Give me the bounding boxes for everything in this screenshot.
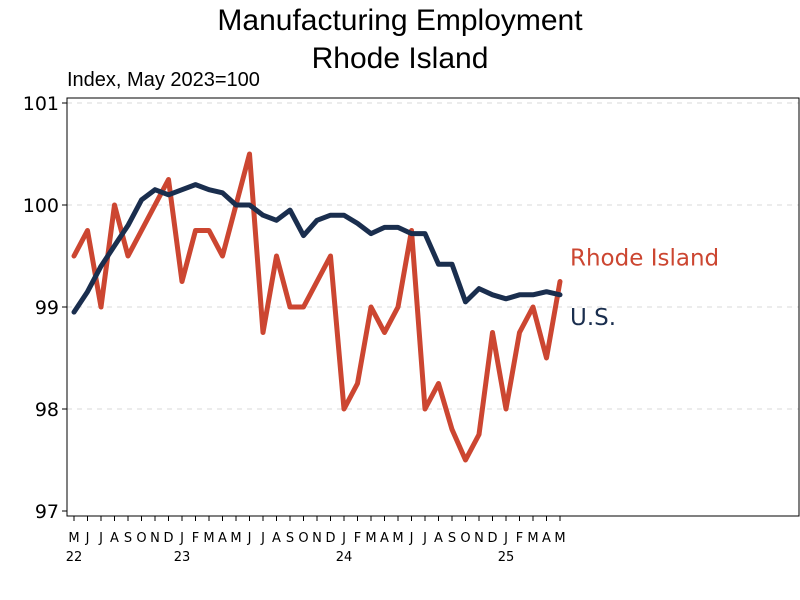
- y-tick-label: 99: [35, 297, 59, 319]
- y-tick-label: 98: [35, 399, 59, 421]
- series-label: Rhode Island: [570, 246, 719, 272]
- x-tick-label: J: [85, 531, 90, 546]
- series-line-u-s: [71, 182, 563, 315]
- x-tick-label: M: [365, 531, 376, 546]
- x-tick-label: S: [286, 531, 294, 546]
- x-tick-label: J: [179, 531, 184, 546]
- chart-title: Manufacturing Employment: [217, 4, 583, 37]
- y-axis-ticks: 97 98 99 100 101: [23, 93, 67, 523]
- x-tick-label: N: [474, 531, 484, 546]
- x-tick-label: O: [136, 531, 146, 546]
- x-tick-label: A: [272, 531, 281, 546]
- series-lines: [71, 151, 563, 463]
- series-label: U.S.: [570, 305, 616, 331]
- x-tick-label: J: [247, 531, 252, 546]
- y-tick-label: 100: [23, 195, 59, 217]
- x-tick-label: O: [460, 531, 470, 546]
- grid-lines: [67, 102, 799, 410]
- x-tick-label: F: [192, 531, 199, 546]
- x-tick-label: D: [163, 531, 173, 546]
- x-tick-label: M: [392, 531, 403, 546]
- x-tick-label: J: [98, 531, 103, 546]
- x-tick-label: M: [554, 531, 565, 546]
- x-year-label: 23: [174, 550, 191, 565]
- x-tick-label: D: [487, 531, 497, 546]
- x-tick-label: S: [124, 531, 132, 546]
- x-tick-label: N: [150, 531, 160, 546]
- chart-subtitle: Rhode Island: [312, 42, 489, 75]
- x-tick-label: J: [341, 531, 346, 546]
- y-tick-label: 97: [35, 501, 59, 523]
- x-year-label: 25: [498, 550, 515, 565]
- x-tick-label: M: [527, 531, 538, 546]
- x-tick-label: A: [380, 531, 389, 546]
- x-year-label: 24: [336, 550, 353, 565]
- x-tick-label: A: [434, 531, 443, 546]
- x-tick-label: A: [110, 531, 119, 546]
- x-tick-label: N: [312, 531, 322, 546]
- series-labels: Rhode Island U.S.: [570, 246, 719, 331]
- x-tick-label: O: [298, 531, 308, 546]
- x-axis-ticks: M J J A S O N D J F M A M J J A S O N D J F M A M J J A S O N D J F M A M22 2…: [66, 516, 566, 565]
- x-tick-label: J: [260, 531, 265, 546]
- y-axis-label: Index, May 2023=100: [67, 69, 260, 91]
- x-tick-label: F: [354, 531, 361, 546]
- x-tick-label: J: [422, 531, 427, 546]
- x-tick-label: M: [230, 531, 241, 546]
- x-tick-label: J: [503, 531, 508, 546]
- x-year-label: 22: [66, 550, 83, 565]
- x-tick-label: J: [409, 531, 414, 546]
- y-tick-label: 101: [23, 93, 59, 115]
- x-tick-label: A: [542, 531, 551, 546]
- x-tick-label: F: [516, 531, 523, 546]
- x-tick-label: M: [203, 531, 214, 546]
- x-tick-label: D: [325, 531, 335, 546]
- series-line-rhode-island: [71, 151, 563, 463]
- x-tick-label: S: [448, 531, 456, 546]
- x-tick-label: A: [218, 531, 227, 546]
- x-tick-label: M: [68, 531, 79, 546]
